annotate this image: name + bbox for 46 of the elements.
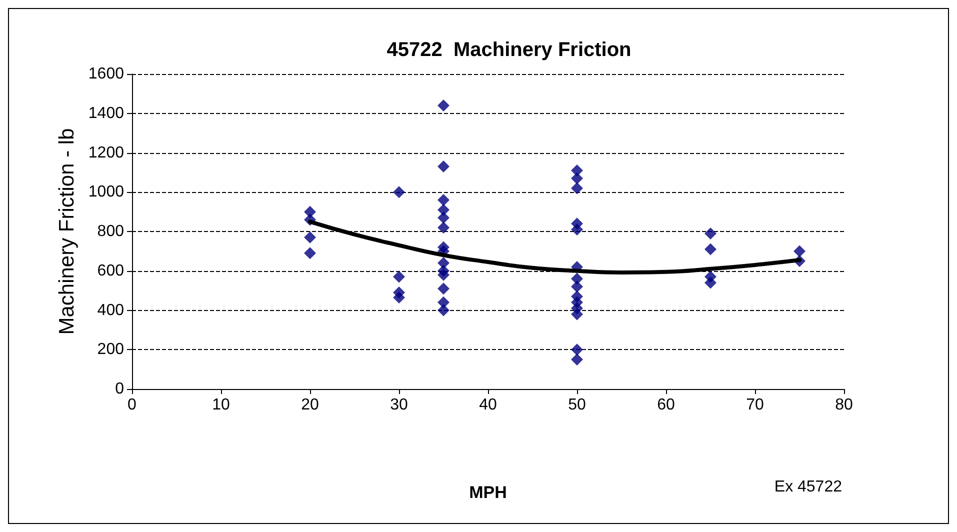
text: Ex 45722 bbox=[774, 478, 842, 496]
point bbox=[438, 304, 450, 316]
point bbox=[438, 282, 450, 295]
point bbox=[571, 172, 583, 184]
y-tick-label: 200 bbox=[97, 341, 124, 358]
point bbox=[393, 270, 405, 283]
point bbox=[438, 100, 450, 112]
point bbox=[704, 227, 716, 240]
point bbox=[438, 212, 450, 224]
point bbox=[571, 353, 583, 366]
point bbox=[304, 231, 316, 244]
x-tick-label: 40 bbox=[479, 396, 497, 414]
point bbox=[704, 243, 716, 256]
y-tick-label: 400 bbox=[97, 302, 124, 319]
y-tick-label: 1200 bbox=[88, 144, 124, 162]
y-tick-label: 800 bbox=[97, 223, 124, 240]
x-tick-label: 50 bbox=[568, 396, 586, 414]
point bbox=[438, 222, 450, 234]
x-tick-label: 80 bbox=[835, 396, 853, 414]
point bbox=[304, 247, 316, 260]
point bbox=[393, 186, 405, 198]
x-tick-label: 60 bbox=[657, 396, 675, 414]
point bbox=[571, 182, 583, 194]
point bbox=[794, 245, 806, 258]
x-tick-label: 70 bbox=[746, 396, 764, 414]
y-axis-title: Machinery Friction - lb bbox=[56, 128, 79, 335]
x-tick-label: 30 bbox=[390, 396, 408, 414]
y-tick-label: 1000 bbox=[88, 184, 124, 201]
point bbox=[571, 224, 583, 236]
y-tick-label: 1600 bbox=[88, 66, 124, 82]
y-tick-label: 0 bbox=[115, 380, 124, 398]
x-tick-label: 10 bbox=[212, 396, 230, 414]
point bbox=[704, 276, 716, 289]
y-tick-label: 600 bbox=[97, 262, 124, 280]
point bbox=[438, 194, 450, 206]
point bbox=[571, 280, 583, 293]
y-tick-label: 1400 bbox=[88, 104, 124, 122]
point bbox=[393, 291, 405, 304]
chart-title: 45722 Machinery Friction bbox=[386, 39, 632, 61]
point bbox=[571, 344, 583, 356]
x-tick-label: 20 bbox=[301, 396, 319, 414]
x-axis-title: MPH bbox=[469, 483, 507, 502]
point bbox=[438, 160, 450, 173]
x-tick-label: 0 bbox=[128, 396, 137, 414]
point bbox=[571, 308, 583, 320]
point bbox=[438, 268, 450, 281]
